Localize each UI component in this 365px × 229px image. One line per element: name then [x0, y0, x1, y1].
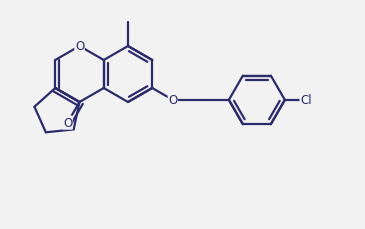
Text: O: O [75, 40, 84, 53]
Text: O: O [168, 94, 177, 107]
Text: O: O [63, 117, 72, 130]
Text: Cl: Cl [300, 94, 312, 107]
